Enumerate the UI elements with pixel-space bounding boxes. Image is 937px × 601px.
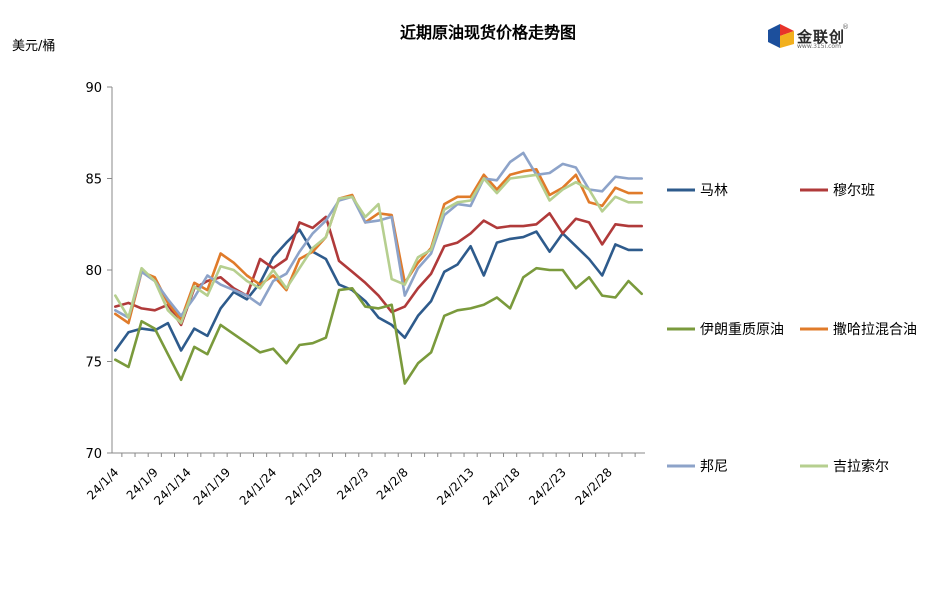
legend-label: 邦尼 (700, 459, 728, 475)
x-tick-label: 24/2/13 (434, 465, 477, 508)
logo-subtitle: www.315i.com (797, 43, 841, 50)
series-line-1 (114, 228, 644, 352)
legend-label: 撒哈拉混合油 (833, 322, 917, 338)
x-tick-label: 24/2/8 (374, 465, 411, 502)
series-line-5 (114, 151, 644, 319)
y-axis-unit: 美元/桶 (12, 39, 55, 54)
y-tick-label: 80 (85, 264, 102, 279)
legend-label: 伊朗重质原油 (700, 322, 784, 338)
series-group (114, 151, 644, 385)
x-tick-label: 24/1/24 (237, 465, 280, 508)
x-tick-label: 24/1/19 (191, 465, 234, 508)
series-line-3 (114, 266, 644, 385)
legend-label: 穆尔班 (833, 183, 875, 199)
chart-title: 近期原油现货价格走势图 (400, 23, 576, 42)
x-tick-label: 24/2/3 (334, 465, 371, 502)
x-tick-label: 24/2/23 (526, 465, 569, 508)
series-line-6 (114, 173, 644, 325)
series-line-4 (114, 168, 644, 325)
legend-label: 吉拉索尔 (833, 458, 889, 475)
x-tick-label: 24/2/28 (572, 465, 615, 508)
x-tick-label: 24/2/18 (480, 465, 523, 508)
x-tick-label: 24/1/29 (283, 465, 326, 508)
logo (766, 22, 854, 52)
y-tick-label: 85 (85, 173, 102, 188)
x-tick-label: 24/1/14 (151, 465, 194, 508)
y-tick-label: 90 (85, 81, 102, 96)
logo-registered-mark: ® (842, 23, 849, 31)
y-tick-label: 75 (85, 356, 102, 371)
x-tick-label: 24/1/4 (84, 465, 121, 502)
legend-label: 马林 (700, 183, 728, 199)
logo-icon (768, 24, 794, 48)
y-tick-label: 70 (85, 447, 102, 462)
logo-text: 金联创 (797, 28, 846, 46)
